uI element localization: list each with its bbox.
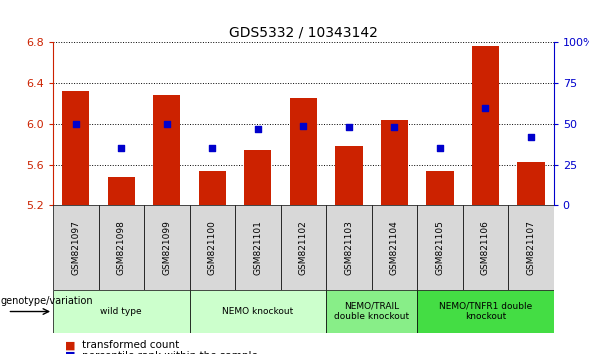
Text: genotype/variation: genotype/variation	[1, 296, 93, 306]
Point	[162, 121, 171, 127]
FancyBboxPatch shape	[53, 290, 190, 333]
Point	[71, 121, 81, 127]
Text: GSM821106: GSM821106	[481, 220, 490, 275]
Text: ■: ■	[65, 340, 75, 350]
Text: GSM821102: GSM821102	[299, 221, 308, 275]
Text: GSM821107: GSM821107	[527, 220, 535, 275]
FancyBboxPatch shape	[190, 290, 326, 333]
Bar	[380, 120, 408, 205]
FancyBboxPatch shape	[144, 205, 190, 290]
Bar	[244, 150, 272, 205]
Text: wild type: wild type	[101, 307, 142, 316]
Text: GSM821098: GSM821098	[117, 220, 126, 275]
Point	[526, 134, 535, 140]
FancyBboxPatch shape	[372, 205, 417, 290]
FancyBboxPatch shape	[417, 290, 554, 333]
Bar	[62, 91, 90, 205]
Text: percentile rank within the sample: percentile rank within the sample	[82, 351, 259, 354]
Point	[253, 126, 263, 132]
Bar	[426, 171, 454, 205]
Text: GSM821099: GSM821099	[163, 220, 171, 275]
Bar	[198, 171, 226, 205]
Bar	[517, 161, 545, 205]
Text: NEMO knockout: NEMO knockout	[222, 307, 293, 316]
Text: GSM821100: GSM821100	[208, 220, 217, 275]
Bar	[335, 146, 362, 205]
Point	[117, 145, 126, 151]
Text: GSM821097: GSM821097	[71, 220, 80, 275]
Point	[435, 145, 445, 151]
Text: ■: ■	[65, 351, 75, 354]
Bar	[290, 98, 317, 205]
Text: GSM821104: GSM821104	[390, 221, 399, 275]
Point	[207, 145, 217, 151]
Title: GDS5332 / 10343142: GDS5332 / 10343142	[229, 26, 378, 40]
Bar	[153, 95, 180, 205]
Point	[344, 124, 353, 130]
Text: GSM821105: GSM821105	[435, 220, 444, 275]
FancyBboxPatch shape	[462, 205, 508, 290]
Bar	[108, 177, 135, 205]
Text: NEMO/TRAIL
double knockout: NEMO/TRAIL double knockout	[334, 302, 409, 321]
FancyBboxPatch shape	[190, 205, 235, 290]
Text: GSM821103: GSM821103	[345, 220, 353, 275]
FancyBboxPatch shape	[280, 205, 326, 290]
Text: transformed count: transformed count	[82, 340, 180, 350]
Text: GSM821101: GSM821101	[253, 220, 262, 275]
FancyBboxPatch shape	[508, 205, 554, 290]
Point	[390, 124, 399, 130]
FancyBboxPatch shape	[417, 205, 462, 290]
FancyBboxPatch shape	[326, 290, 417, 333]
FancyBboxPatch shape	[326, 205, 372, 290]
FancyBboxPatch shape	[53, 205, 98, 290]
Point	[299, 123, 308, 129]
FancyBboxPatch shape	[98, 205, 144, 290]
FancyBboxPatch shape	[235, 205, 280, 290]
Point	[481, 105, 490, 110]
Bar	[472, 46, 499, 205]
Text: NEMO/TNFR1 double
knockout: NEMO/TNFR1 double knockout	[439, 302, 532, 321]
